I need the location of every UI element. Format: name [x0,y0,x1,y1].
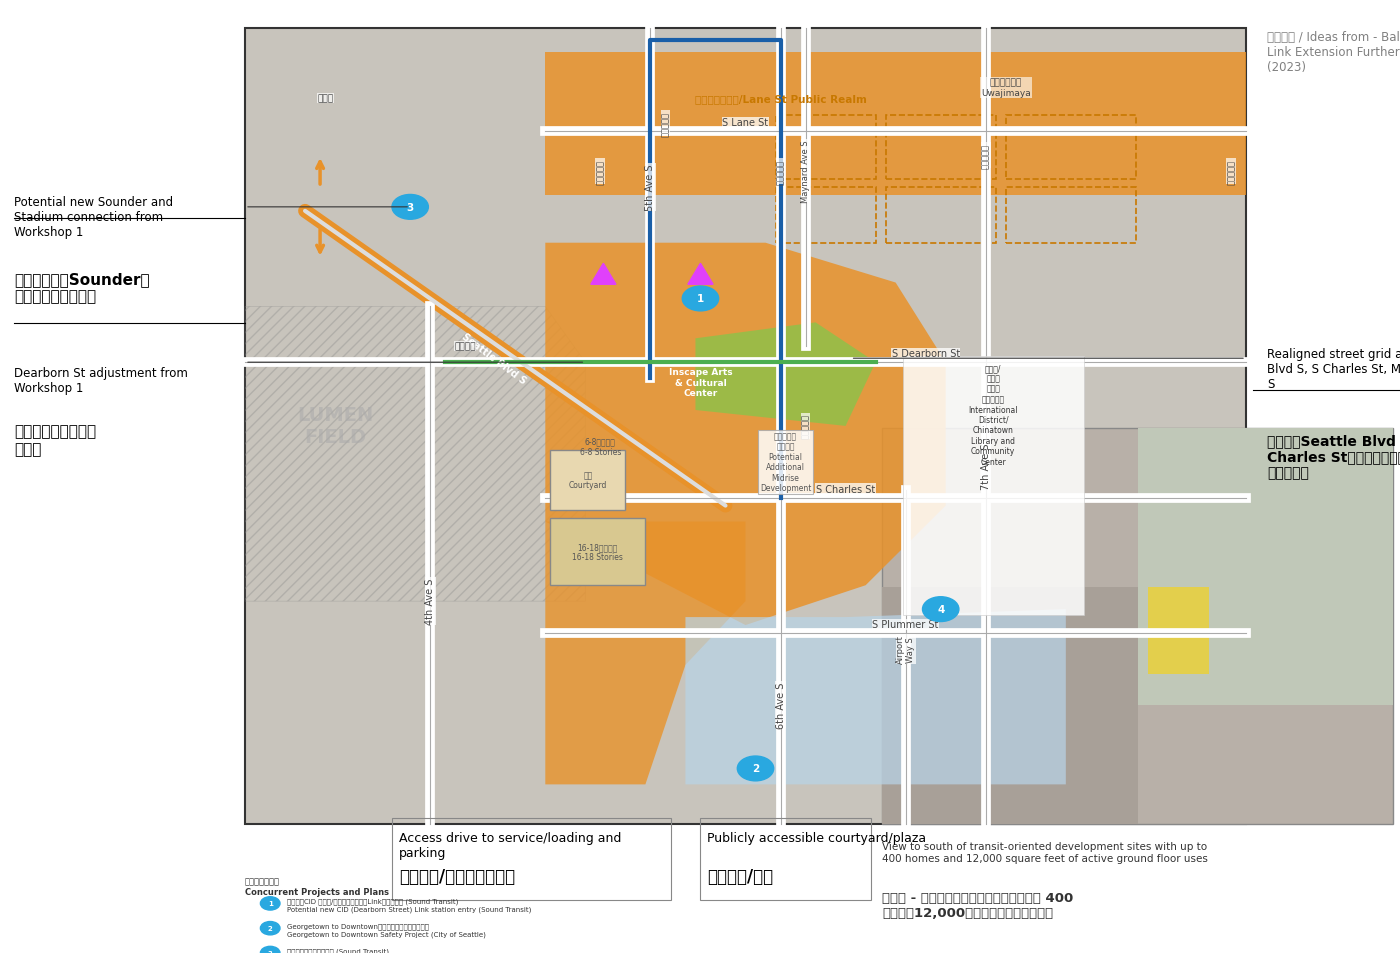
Circle shape [923,598,959,622]
Bar [776,116,875,180]
Text: 2: 2 [267,925,273,931]
Text: 概念來自 / Ideas from - Ballard
Link Extension Further Studies
(2023): 概念來自 / Ideas from - Ballard Link Extensi… [1267,30,1400,73]
Text: 潛在新的CID 唐人街/國際區（迪邦街）Link車站出入口 (Sound Transit)
Potential new CID (Dearborn Street: 潛在新的CID 唐人街/國際區（迪邦街）Link車站出入口 (Sound Tra… [287,898,532,912]
Text: 來自研討會一迪邦街
新調整: 來自研討會一迪邦街 新調整 [14,424,97,456]
Text: Dearborn St adjustment from
Workshop 1: Dearborn St adjustment from Workshop 1 [14,367,188,395]
Text: Airport
Way S: Airport Way S [896,635,916,663]
Text: 南蘭街公共領域/Lane St Public Realm: 南蘭街公共領域/Lane St Public Realm [694,93,867,104]
Text: 宇和島屋超市
Uwajimaya: 宇和島屋超市 Uwajimaya [981,78,1030,98]
Text: 南蘭街: 南蘭街 [316,94,333,103]
Text: Georgetown to Downtown安全道路項目（西雅圖市）
Georgetown to Downtown Safety Project (City o: Georgetown to Downtown安全道路項目（西雅圖市） Georg… [287,923,486,937]
Bar [550,451,626,510]
Text: 南第五大道: 南第五大道 [661,112,671,136]
Text: 2: 2 [752,763,759,774]
Text: 4: 4 [937,604,945,615]
Bar [1005,188,1135,243]
Polygon shape [687,264,713,285]
Text: LUMEN
FIELD: LUMEN FIELD [297,406,374,447]
FancyBboxPatch shape [903,357,1084,616]
Text: 南第七大道: 南第七大道 [981,143,990,169]
Text: 向南觀 - 以交通為導向的發展項目包括多達 400
套住宅和12,000平方英尺的活躍底層用途: 向南觀 - 以交通為導向的發展項目包括多達 400 套住宅和12,000平方英尺… [882,891,1074,919]
Text: 6th Ave S: 6th Ave S [776,681,785,728]
Bar [882,429,1393,824]
Text: Realigned street grid at Seattle
Blvd S, S Charles St, Maynard Ave
S: Realigned street grid at Seattle Blvd S,… [1267,348,1400,391]
Polygon shape [696,323,875,427]
Text: 重新調整Seattle Blvd S，S
Charles St，和南美拿大道
的街道網格: 重新調整Seattle Blvd S，S Charles St，和南美拿大道 的… [1267,434,1400,480]
Text: 3: 3 [406,203,414,213]
Text: 南第六大道: 南第六大道 [1226,159,1235,184]
Bar [886,188,995,243]
Polygon shape [686,610,1065,784]
Circle shape [260,897,280,910]
Text: View to south of transit-oriented development sites with up to
400 homes and 12,: View to south of transit-oriented develo… [882,841,1208,863]
Text: 南第六大道: 南第六大道 [776,159,785,184]
Bar [1137,429,1393,705]
Text: 1: 1 [697,294,704,304]
Text: 南美拿大道: 南美拿大道 [801,414,811,439]
Text: 庭院
Courtyard: 庭院 Courtyard [568,471,608,490]
Circle shape [682,287,718,312]
Circle shape [738,757,774,781]
Text: 4th Ave S: 4th Ave S [426,578,435,625]
Text: Potential new Sounder and
Stadium connection from
Workshop 1: Potential new Sounder and Stadium connec… [14,195,174,238]
Text: Publicly accessible courtyard/plaza: Publicly accessible courtyard/plaza [707,831,927,844]
Circle shape [392,195,428,220]
Text: 同步項目和計劃
Concurrent Projects and Plans: 同步項目和計劃 Concurrent Projects and Plans [245,877,389,896]
Text: 5th Ave S: 5th Ave S [645,165,655,211]
Polygon shape [591,264,616,285]
Text: 南迪邦街: 南迪邦街 [455,342,476,352]
Text: 南第四大道: 南第四大道 [596,159,605,184]
Bar [886,116,995,180]
Circle shape [260,946,280,953]
Polygon shape [545,522,745,784]
Text: S Dearborn St: S Dearborn St [892,349,960,359]
Text: 國際區/
唐人街
圖書館
和社區中心
International
District/
Chinatown
Library and
Community
Cente: 國際區/ 唐人街 圖書館 和社區中心 International Distric… [969,364,1018,466]
Text: Maynard Ave S: Maynard Ave S [801,140,811,203]
Text: S Charles St: S Charles St [816,484,875,495]
Bar [550,518,645,585]
Circle shape [260,922,280,935]
Bar [1005,116,1135,180]
Text: Access drive to service/loading and
parking: Access drive to service/loading and park… [399,831,622,859]
Text: 6-8層高發展
6-8 Stories: 6-8層高發展 6-8 Stories [580,436,622,456]
Text: Inscape Arts
& Cultural
Center: Inscape Arts & Cultural Center [669,368,732,397]
Text: 商業通道/上落貨和停車場: 商業通道/上落貨和停車場 [399,867,515,885]
Text: 來自研討會一Sounder和
大球場潛在的新連接: 來自研討會一Sounder和 大球場潛在的新連接 [14,272,150,304]
Text: 景街大車站月台通路項目 (Sound Transit)
King Street Station Platform Access Project (Sound T: 景街大車站月台通路項目 (Sound Transit) King Street … [287,947,491,953]
Text: S Plummer St: S Plummer St [872,619,939,630]
Text: 1: 1 [267,901,273,906]
Bar [245,29,1246,824]
Bar [1148,587,1210,674]
Text: 3: 3 [267,950,273,953]
Polygon shape [545,52,1246,195]
Text: 7th Ave S: 7th Ave S [981,443,991,490]
Text: S Lane St: S Lane St [722,118,769,129]
Polygon shape [545,243,946,625]
Bar [882,587,1137,824]
Bar [776,188,875,243]
Text: Seattle Blvd S: Seattle Blvd S [461,332,528,386]
Text: 公共庭院/廣場: 公共庭院/廣場 [707,867,773,885]
Text: 潛在的中層
建築發展
Potential
Additional
Midrise
Development: 潛在的中層 建築發展 Potential Additional Midrise … [760,432,811,493]
Text: 16-18層高發展
16-18 Stories: 16-18層高發展 16-18 Stories [573,542,623,562]
